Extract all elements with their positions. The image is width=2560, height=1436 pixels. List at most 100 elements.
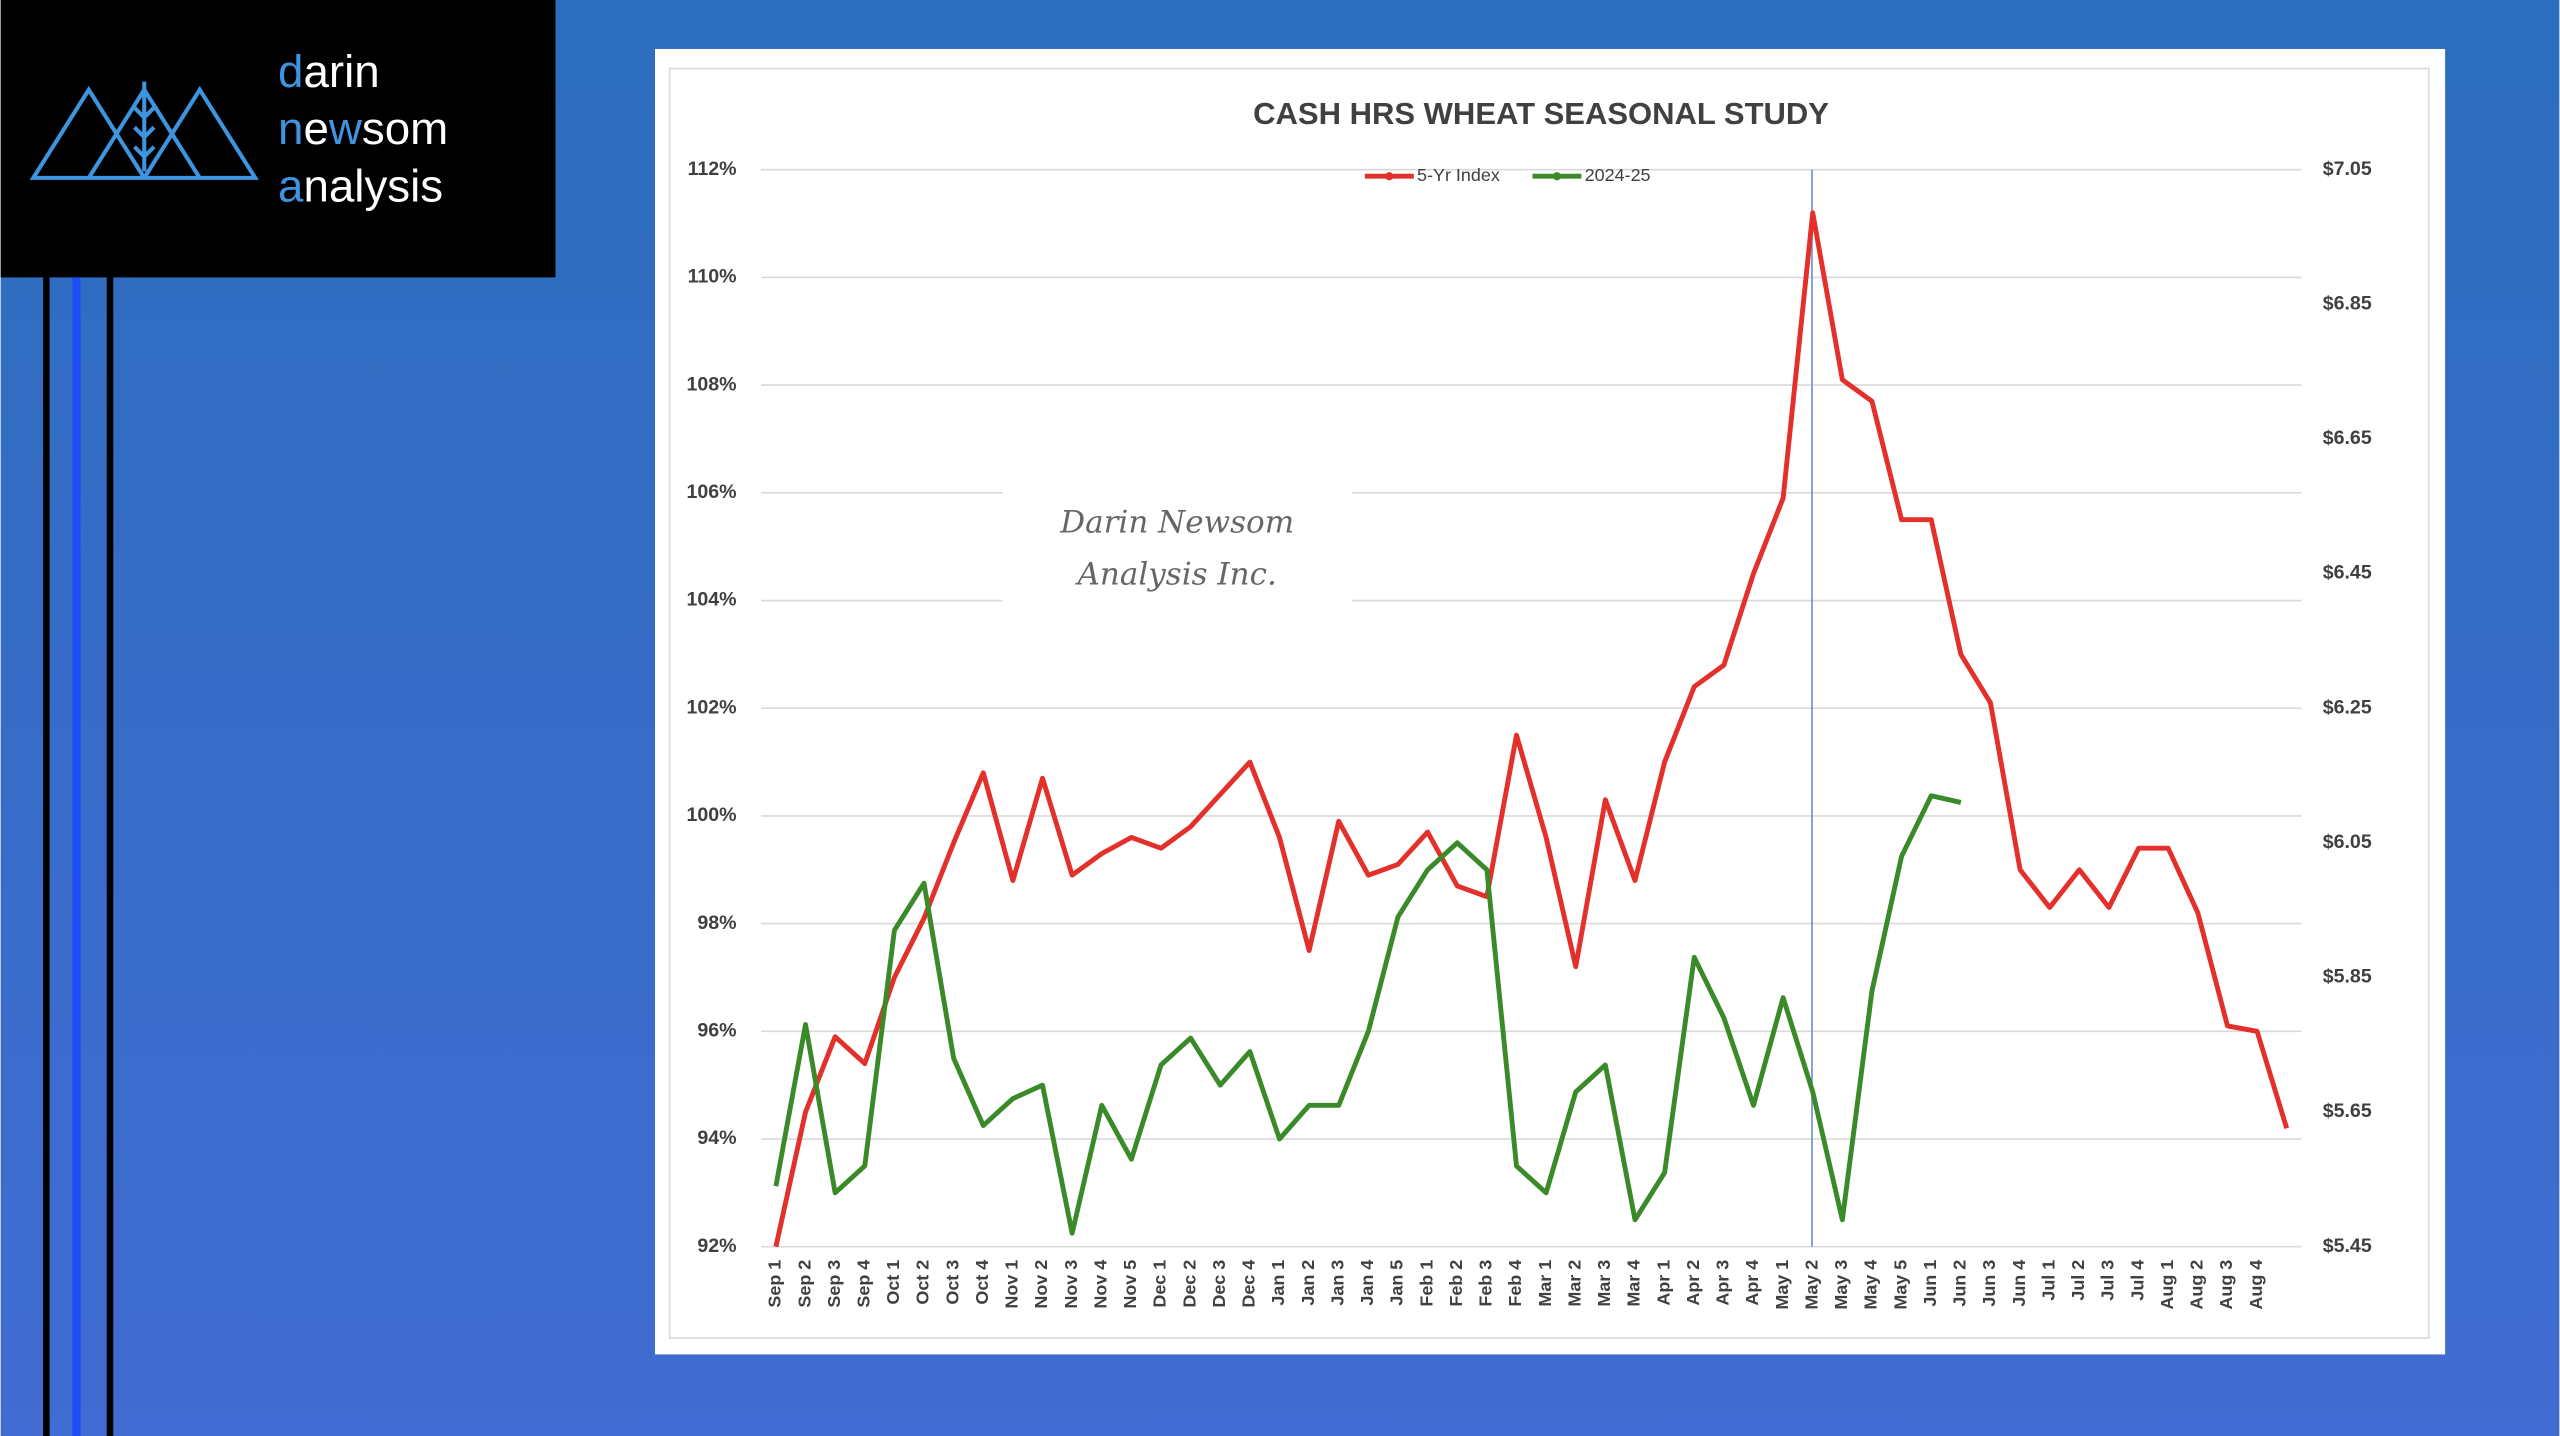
x-tick-label: Jul 3 <box>2098 1260 2118 1301</box>
y-tick-label: 102% <box>687 696 737 718</box>
legend-label: 2024-25 <box>1585 165 1651 185</box>
y-tick-label: 98% <box>697 912 736 934</box>
x-tick-label: Jan 2 <box>1298 1260 1318 1306</box>
watermark: Analysis Inc. <box>1075 557 1277 593</box>
stripe <box>43 277 50 1436</box>
x-tick-label: Dec 1 <box>1150 1260 1170 1308</box>
logo-part: nalysis <box>303 160 443 211</box>
logo-box <box>0 0 556 278</box>
y2-tick-label: $5.85 <box>2323 966 2372 988</box>
y2-tick-label: $6.45 <box>2323 562 2372 584</box>
x-tick-label: Apr 2 <box>1683 1260 1703 1306</box>
x-tick-label: Feb 1 <box>1416 1260 1436 1307</box>
x-tick-label: Mar 1 <box>1535 1260 1555 1307</box>
x-tick-label: Sep 3 <box>824 1260 844 1308</box>
x-tick-label: May 4 <box>1861 1260 1881 1310</box>
x-tick-label: Apr 4 <box>1742 1260 1762 1306</box>
legend-marker <box>1385 172 1394 181</box>
logo-part: arin <box>303 46 379 97</box>
y2-tick-label: $6.25 <box>2323 696 2372 718</box>
x-tick-label: Mar 4 <box>1624 1260 1644 1307</box>
x-tick-label: Oct 1 <box>883 1260 903 1305</box>
x-tick-label: Jul 4 <box>2127 1260 2147 1301</box>
y-tick-label: 110% <box>688 266 737 288</box>
stripe <box>106 277 114 1436</box>
x-tick-label: Jun 2 <box>1950 1260 1970 1307</box>
x-tick-label: Jul 2 <box>2068 1260 2088 1301</box>
x-tick-label: Nov 4 <box>1090 1260 1110 1309</box>
x-tick-label: Jun 1 <box>1920 1260 1940 1307</box>
watermark-box <box>1002 483 1352 614</box>
x-tick-label: Aug 2 <box>2187 1260 2207 1310</box>
y-tick-label: 108% <box>687 373 737 395</box>
logo-line: analysis <box>278 160 443 211</box>
x-tick-label: Feb 4 <box>1505 1260 1525 1307</box>
x-tick-label: Nov 1 <box>1002 1260 1022 1309</box>
chart-border <box>668 67 2430 1339</box>
y2-tick-label: $5.65 <box>2323 1100 2372 1122</box>
legend-marker <box>1552 172 1562 181</box>
x-tick-label: Oct 3 <box>942 1260 962 1305</box>
x-tick-label: May 1 <box>1772 1260 1792 1310</box>
x-tick-label: Jan 5 <box>1387 1260 1407 1306</box>
series-line <box>773 793 1962 1236</box>
stripe <box>72 277 81 1436</box>
logo-part: d <box>278 46 303 97</box>
y2-tick-label: $6.85 <box>2323 293 2372 315</box>
logo-part: n <box>278 103 303 154</box>
plot <box>773 210 2290 1248</box>
y2-tick-label: $6.65 <box>2323 427 2372 449</box>
x-tick-label: May 3 <box>1831 1260 1851 1310</box>
y-tick-label: 104% <box>687 589 737 611</box>
x-tick-label: Nov 3 <box>1061 1260 1081 1309</box>
legend-label: 5-Yr Index <box>1417 165 1500 185</box>
x-tick-label: Jul 1 <box>2038 1260 2058 1301</box>
chart-panel <box>655 48 2446 1355</box>
y2-tick-label: $6.05 <box>2323 831 2372 853</box>
x-tick-label: Jun 4 <box>2009 1260 2029 1307</box>
x-tick-label: Aug 3 <box>2216 1260 2236 1310</box>
logo-line: darin <box>278 46 380 97</box>
x-tick-label: Oct 4 <box>972 1260 992 1305</box>
x-tick-label: Apr 3 <box>1713 1260 1733 1306</box>
chart-title: CASH HRS WHEAT SEASONAL STUDY <box>1253 96 1829 131</box>
logo-part: w <box>328 103 363 154</box>
logo-icon <box>29 81 259 180</box>
x-tick-label: Aug 1 <box>2157 1260 2177 1310</box>
x-tick-label: Sep 4 <box>853 1260 873 1308</box>
watermark: Darin Newsom <box>1059 504 1294 540</box>
x-tick-label: Sep 1 <box>765 1260 785 1308</box>
logo-part: e <box>303 103 328 154</box>
y-tick-label: 106% <box>687 481 737 503</box>
x-tick-label: Dec 4 <box>1239 1260 1259 1308</box>
logo-part: a <box>278 160 304 211</box>
x-tick-label: Feb 3 <box>1476 1260 1496 1307</box>
y2-tick-label: $7.05 <box>2323 158 2372 180</box>
x-tick-label: Mar 2 <box>1564 1260 1584 1307</box>
x-tick-label: Dec 2 <box>1179 1260 1199 1308</box>
x-tick-label: May 2 <box>1801 1260 1821 1310</box>
x-tick-label: Oct 2 <box>913 1260 933 1305</box>
x-tick-label: Dec 3 <box>1209 1260 1229 1308</box>
y-tick-label: 94% <box>697 1127 736 1149</box>
x-tick-label: Nov 5 <box>1120 1260 1140 1309</box>
x-tick-label: Sep 2 <box>794 1260 814 1308</box>
y-tick-label: 100% <box>687 804 737 826</box>
logo-part: som <box>362 103 448 154</box>
x-tick-label: Aug 4 <box>2246 1260 2266 1310</box>
y-tick-label: 96% <box>697 1019 736 1041</box>
x-tick-label: Apr 1 <box>1653 1260 1673 1306</box>
series-line <box>773 210 2290 1248</box>
x-tick-label: Mar 3 <box>1594 1260 1614 1307</box>
x-tick-label: Nov 2 <box>1031 1260 1051 1309</box>
y2-tick-label: $5.45 <box>2323 1235 2372 1257</box>
x-tick-label: May 5 <box>1890 1260 1910 1310</box>
y-tick-label: 92% <box>697 1235 736 1257</box>
y-tick-label: 112% <box>688 158 737 180</box>
x-tick-label: Jan 1 <box>1268 1260 1288 1306</box>
logo-line: newsom <box>278 103 448 154</box>
x-tick-label: Jan 3 <box>1327 1260 1347 1306</box>
